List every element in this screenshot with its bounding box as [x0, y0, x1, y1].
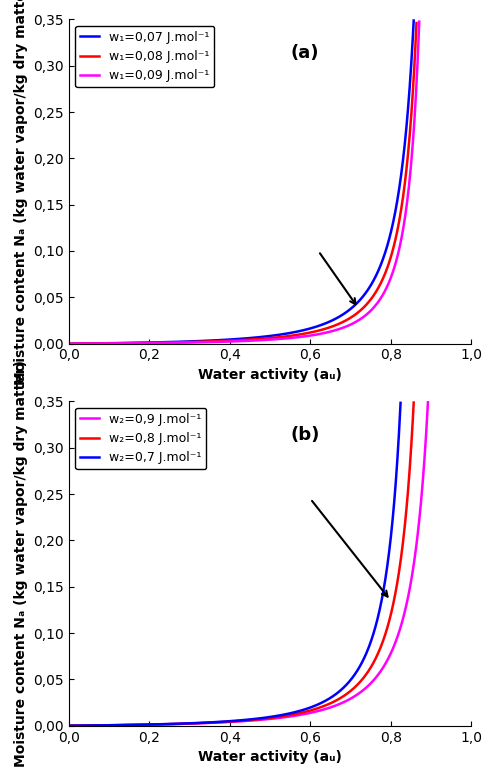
w₂=0,9 J.mol⁻¹: [331, 702, 337, 711]
w₁=0,07 J.mol⁻¹: [66, 339, 72, 349]
w₁=0,08 J.mol⁻¹: [155, 338, 161, 348]
w₁=0,08 J.mol⁻¹: [352, 310, 358, 320]
w₂=0,7 J.mol⁻¹: [90, 720, 96, 730]
w₂=0,9 J.mol⁻¹: [425, 398, 431, 407]
w₂=0,7 J.mol⁻¹: [83, 721, 89, 731]
w₁=0,09 J.mol⁻¹: [219, 337, 225, 346]
Line: w₂=0,7 J.mol⁻¹: w₂=0,7 J.mol⁻¹: [69, 403, 401, 726]
w₂=0,9 J.mol⁻¹: [85, 721, 91, 731]
w₂=0,7 J.mol⁻¹: [174, 719, 180, 728]
w₁=0,07 J.mol⁻¹: [84, 338, 90, 348]
w₂=0,7 J.mol⁻¹: [345, 679, 351, 689]
w₂=0,9 J.mol⁻¹: [66, 721, 72, 731]
Legend: w₁=0,07 J.mol⁻¹, w₁=0,08 J.mol⁻¹, w₁=0,09 J.mol⁻¹: w₁=0,07 J.mol⁻¹, w₁=0,08 J.mol⁻¹, w₁=0,0…: [75, 26, 214, 87]
w₁=0,07 J.mol⁻¹: [91, 338, 97, 348]
w₂=0,9 J.mol⁻¹: [368, 678, 373, 688]
Line: w₁=0,08 J.mol⁻¹: w₁=0,08 J.mol⁻¹: [69, 23, 417, 344]
X-axis label: Water activity (aᵤ): Water activity (aᵤ): [198, 368, 342, 382]
w₂=0,9 J.mol⁻¹: [183, 719, 189, 728]
Line: w₁=0,07 J.mol⁻¹: w₁=0,07 J.mol⁻¹: [69, 20, 414, 344]
w₁=0,09 J.mol⁻¹: [360, 313, 366, 322]
Text: (b): (b): [290, 426, 319, 444]
w₁=0,09 J.mol⁻¹: [262, 335, 268, 345]
w₁=0,09 J.mol⁻¹: [121, 338, 127, 348]
Line: w₂=0,8 J.mol⁻¹: w₂=0,8 J.mol⁻¹: [69, 402, 414, 726]
w₁=0,09 J.mol⁻¹: [152, 338, 158, 348]
w₁=0,07 J.mol⁻¹: [178, 337, 184, 346]
w₂=0,8 J.mol⁻¹: [91, 720, 97, 730]
w₂=0,7 J.mol⁻¹: [66, 721, 72, 731]
w₂=0,8 J.mol⁻¹: [411, 398, 417, 407]
w₂=0,7 J.mol⁻¹: [176, 719, 182, 728]
Text: (a): (a): [290, 44, 319, 62]
Y-axis label: Moisture content Nₐ (kg water vapor/kg dry matter): Moisture content Nₐ (kg water vapor/kg d…: [14, 0, 28, 385]
X-axis label: Water activity (aᵤ): Water activity (aᵤ): [198, 750, 342, 764]
w₂=0,8 J.mol⁻¹: [320, 702, 326, 711]
w₂=0,8 J.mol⁻¹: [356, 678, 362, 688]
Y-axis label: Moisture content Nₐ (kg water vapor/kg dry matter): Moisture content Nₐ (kg water vapor/kg d…: [14, 360, 28, 767]
w₂=0,7 J.mol⁻¹: [310, 702, 316, 711]
w₁=0,07 J.mol⁻¹: [320, 320, 326, 329]
w₁=0,08 J.mol⁻¹: [414, 19, 420, 28]
w₁=0,08 J.mol⁻¹: [320, 324, 326, 334]
w₁=0,08 J.mol⁻¹: [66, 339, 72, 349]
w₂=0,8 J.mol⁻¹: [66, 721, 72, 731]
w₁=0,08 J.mol⁻¹: [374, 285, 380, 294]
w₂=0,9 J.mol⁻¹: [92, 720, 98, 730]
w₁=0,08 J.mol⁻¹: [329, 322, 335, 331]
w₂=0,8 J.mol⁻¹: [178, 719, 184, 728]
w₂=0,8 J.mol⁻¹: [84, 721, 90, 731]
Line: w₂=0,9 J.mol⁻¹: w₂=0,9 J.mol⁻¹: [69, 402, 428, 726]
w₂=0,9 J.mol⁻¹: [186, 719, 191, 728]
w₁=0,09 J.mol⁻¹: [85, 339, 91, 349]
w₁=0,09 J.mol⁻¹: [66, 339, 72, 349]
w₁=0,07 J.mol⁻¹: [181, 337, 186, 346]
w₂=0,8 J.mol⁻¹: [181, 719, 186, 728]
Legend: w₂=0,9 J.mol⁻¹, w₂=0,8 J.mol⁻¹, w₂=0,7 J.mol⁻¹: w₂=0,9 J.mol⁻¹, w₂=0,8 J.mol⁻¹, w₂=0,7 J…: [75, 408, 206, 469]
w₁=0,07 J.mol⁻¹: [411, 16, 417, 25]
w₁=0,09 J.mol⁻¹: [416, 17, 422, 26]
Line: w₁=0,09 J.mol⁻¹: w₁=0,09 J.mol⁻¹: [69, 22, 419, 344]
w₁=0,08 J.mol⁻¹: [82, 339, 88, 349]
w₁=0,07 J.mol⁻¹: [356, 296, 362, 306]
w₂=0,7 J.mol⁻¹: [398, 398, 404, 408]
